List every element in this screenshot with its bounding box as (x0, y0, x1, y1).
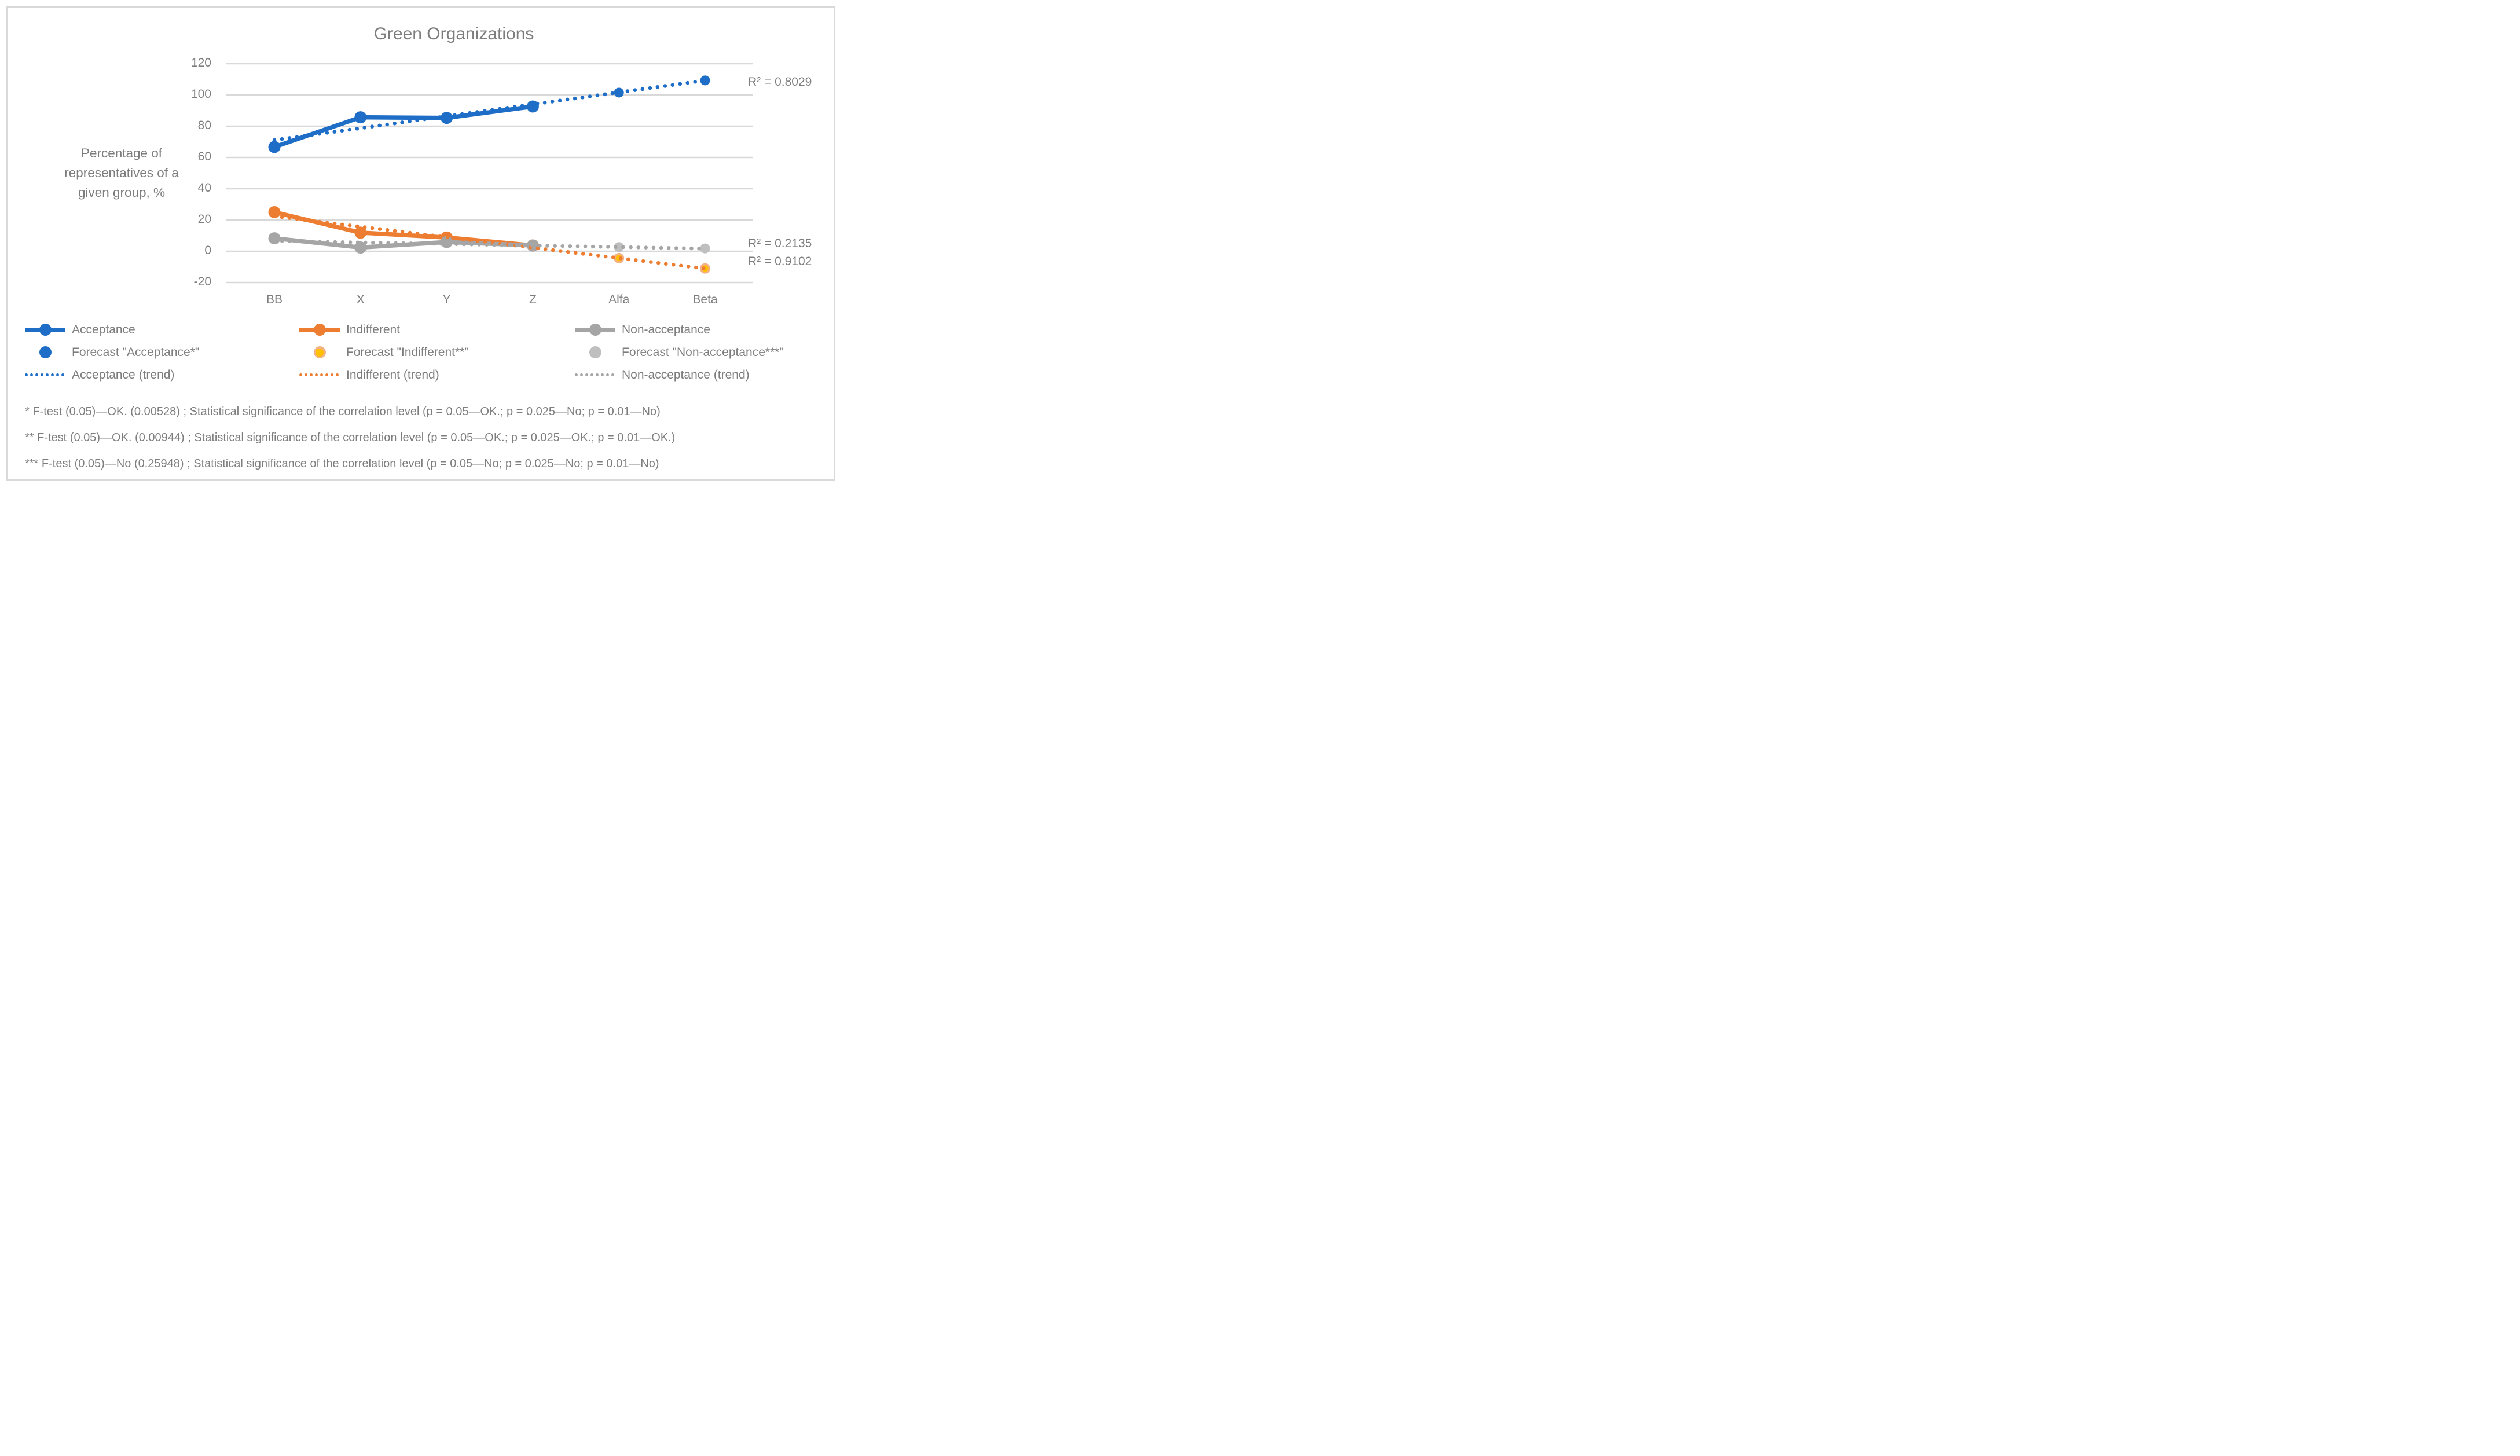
legend-item-forecast-acceptance: Forecast "Acceptance*" (25, 341, 199, 364)
chart-canvas: Green Organizations Percentage of repres… (0, 0, 840, 485)
x-category-bb: BB (266, 293, 283, 306)
acceptance-trend-dotted-line-swatch-icon (25, 368, 65, 383)
y-tick-20: 20 (197, 212, 211, 226)
x-category-alfa: Alfa (608, 293, 630, 306)
acceptance-marker-X (354, 111, 367, 124)
forecast-acceptance-marker-Beta (700, 75, 710, 86)
x-category-y: Y (442, 293, 451, 306)
legend-item-non-acceptance-trend: Non-acceptance (trend) (575, 364, 784, 386)
legend-item-indifferent: Indifferent (299, 318, 469, 341)
y-tick-120: 120 (190, 56, 211, 69)
acceptance-marker-BB (268, 141, 281, 153)
legend-label: Non-acceptance (trend) (622, 368, 750, 382)
legend-item-non-acceptance: Non-acceptance (575, 318, 784, 341)
x-category-beta: Beta (692, 293, 718, 306)
legend-label: Acceptance (72, 322, 135, 336)
acceptance-line-marker-swatch-icon (25, 322, 65, 338)
y-axis-title-line-3: given group, % (78, 185, 166, 200)
series-acceptance-trend (272, 78, 707, 142)
legend-item-acceptance: Acceptance (25, 318, 199, 341)
legend-label: Indifferent (trend) (346, 368, 439, 382)
series-forecast-non-acceptance (614, 242, 710, 254)
legend-label: Acceptance (trend) (72, 368, 175, 382)
footnote-acceptance: * F-test (0.05)—OK. (0.00528) ; Statisti… (25, 405, 661, 418)
y-tick-0: 0 (204, 244, 211, 257)
indifferent-line (272, 210, 535, 248)
legend-label: Non-acceptance (622, 322, 710, 336)
legend-item-forecast-indifferent: Forecast "Indifferent**" (299, 341, 469, 364)
x-category-z: Z (529, 293, 537, 306)
y-tick--20: -20 (193, 275, 211, 288)
y-tick-40: 40 (197, 181, 211, 195)
legend-label: Forecast "Non-acceptance***" (622, 345, 784, 359)
non-acceptance-marker-X (354, 241, 367, 254)
plot-area (226, 63, 753, 284)
y-axis-title: Percentage of representatives of a given… (32, 144, 211, 203)
legend-column-3: Non-acceptance Forecast "Non-acceptance**… (575, 318, 784, 386)
non-acceptance-trend-dotted-line-swatch-icon (575, 368, 615, 383)
forecast-indifferent-marker-swatch-icon (299, 345, 340, 360)
x-category-x: X (356, 293, 365, 306)
chart-border (6, 6, 835, 481)
forecast-acceptance-marker-swatch-icon (25, 345, 65, 360)
indifferent-marker-BB (268, 206, 281, 218)
indifferent-marker-X (354, 226, 367, 239)
forecast-non-acceptance-marker-Alfa (614, 242, 624, 252)
forecast-non-acceptance-marker-Beta (700, 243, 710, 254)
legend-item-acceptance-trend: Acceptance (trend) (25, 364, 199, 386)
series-acceptance (268, 100, 539, 153)
y-axis-title-line-2: representatives of a (64, 166, 179, 180)
legend-item-indifferent-trend: Indifferent (trend) (299, 364, 469, 386)
gridlines (226, 63, 753, 284)
footnote-non-acceptance: *** F-test (0.05)—No (0.25948) ; Statist… (25, 457, 659, 470)
y-tick-100: 100 (190, 87, 211, 101)
series-forecast-acceptance (614, 75, 710, 98)
chart-title: Green Organizations (373, 24, 534, 43)
y-axis-title-line-1: Percentage of (80, 146, 163, 160)
r2-acceptance-label: R² = 0.8029 (748, 75, 812, 89)
legend-column-2: Indifferent Forecast "Indifferent**" Indif… (299, 318, 469, 386)
legend-label: Forecast "Acceptance*" (72, 345, 200, 359)
legend-column-1: Acceptance Forecast "Acceptance*" Acceptan… (25, 318, 199, 386)
legend-label: Forecast "Indifferent**" (346, 345, 469, 359)
series-forecast-indifferent (614, 252, 710, 274)
non-acceptance-line-marker-swatch-icon (575, 322, 615, 338)
acceptance-line (272, 104, 535, 149)
indifferent-trend-dotted-line-swatch-icon (299, 368, 340, 383)
footnote-indifferent: ** F-test (0.05)—OK. (0.00944) ; Statist… (25, 431, 676, 444)
legend-item-forecast-non-acceptance: Forecast "Non-acceptance***" (575, 341, 784, 364)
indifferent-line-marker-swatch-icon (299, 322, 340, 338)
r2-non-acceptance-label: R² = 0.2135 (748, 237, 812, 250)
non-acceptance-marker-BB (268, 232, 281, 245)
y-tick-60: 60 (197, 150, 211, 163)
y-tick-80: 80 (197, 119, 211, 132)
r2-indifferent-label: R² = 0.9102 (748, 255, 812, 268)
forecast-non-acceptance-marker-swatch-icon (575, 345, 615, 360)
legend-label: Indifferent (346, 322, 401, 336)
